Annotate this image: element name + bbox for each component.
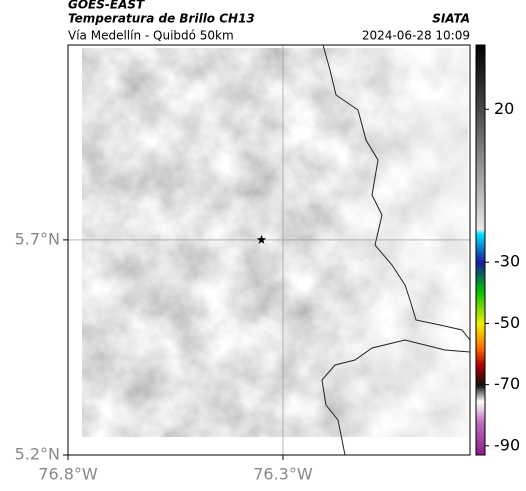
region: Vía Medellín - Quibdó 50km <box>68 29 234 43</box>
colorbar-tick-label: -90 <box>494 435 520 454</box>
colorbar-tick-label: 20 <box>494 99 514 118</box>
colorbar <box>475 44 486 456</box>
colorbar-tick-label: -50 <box>494 313 520 332</box>
x-tick-label: 76.3°W <box>253 465 313 484</box>
colorbar-tick-label: -30 <box>494 252 520 271</box>
map-frame <box>67 44 471 456</box>
y-tick-label: 5.7°N <box>15 229 60 248</box>
image-shade <box>82 48 468 437</box>
border <box>322 44 471 341</box>
colorbar-tick-label: -70 <box>494 374 520 393</box>
x-tick-label: 76.8°W <box>38 465 98 484</box>
subtitle: Temperatura de Brillo CH13 <box>68 12 255 26</box>
border <box>321 339 471 456</box>
y-tick-label: 5.2°N <box>15 445 60 464</box>
location-marker <box>256 234 267 244</box>
source: SIATA <box>432 12 470 26</box>
title: GOES-EAST <box>68 0 145 12</box>
timestamp: 2024-06-28 10:09 <box>362 29 470 43</box>
